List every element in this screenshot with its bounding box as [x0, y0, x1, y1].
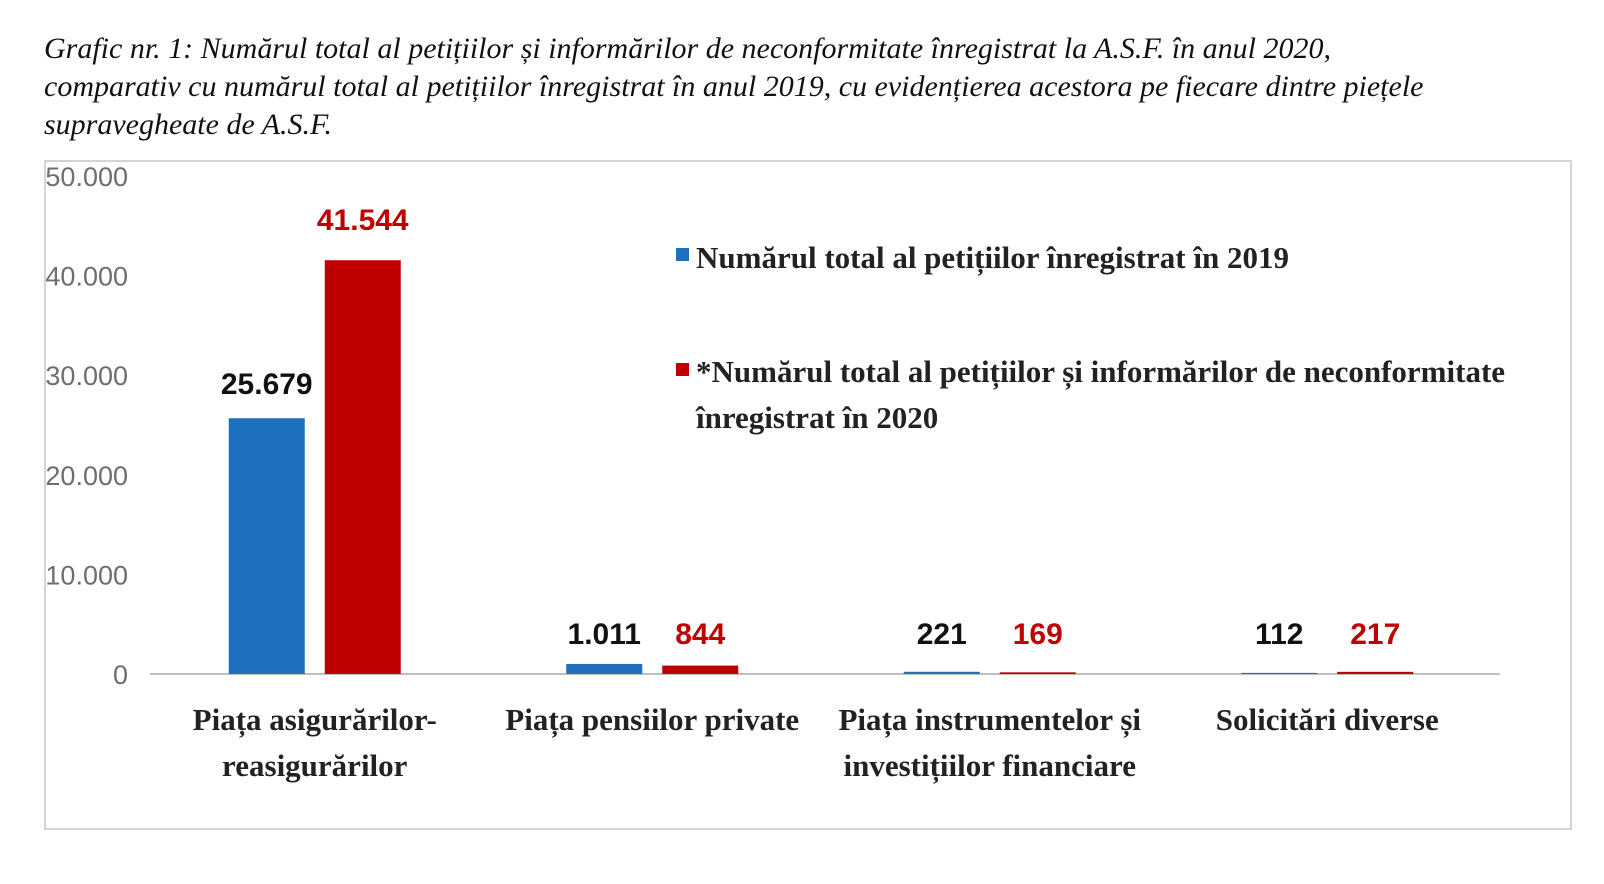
category-label: Piața instrumentelor și: [838, 702, 1141, 738]
category-label: investițiilor financiare: [844, 748, 1136, 784]
bar-2020: [999, 672, 1076, 674]
bar-2019: [1241, 672, 1318, 674]
bar-2020: [1337, 671, 1414, 674]
legend-label-2019: Numărul total al petițiilor înregistrat …: [696, 240, 1289, 276]
data-label-2019: 1.011: [568, 618, 641, 651]
bar-2020: [324, 260, 401, 674]
data-label-2020: 217: [1350, 618, 1400, 651]
category-label: Piața pensiilor private: [505, 702, 799, 738]
category-label: reasigurărilor: [222, 748, 408, 783]
bar-2019: [903, 671, 980, 674]
legend-swatch-2019: [676, 248, 689, 261]
category-label: Piața asigurărilor-: [193, 702, 437, 738]
bar-2019: [566, 663, 643, 674]
figure-caption: Grafic nr. 1: Numărul total al petițiilo…: [44, 30, 1564, 144]
y-tick-label: 20.000: [45, 461, 128, 491]
y-tick-label: 50.000: [45, 162, 128, 192]
data-label-2020: 169: [1013, 618, 1063, 651]
data-label-2019: 221: [917, 618, 967, 651]
caption-line-1: Grafic nr. 1: Numărul total al petițiilo…: [44, 32, 1331, 65]
legend-swatch-2020: [676, 363, 689, 376]
data-label-2020: 844: [675, 618, 725, 651]
category-label: Solicitări diverse: [1216, 702, 1439, 737]
data-label-2019: 112: [1255, 618, 1303, 651]
data-label-2019: 25.679: [221, 368, 313, 401]
caption-line-3: supravegheate de A.S.F.: [44, 108, 333, 141]
data-label-2020: 41.544: [317, 204, 409, 237]
caption-line-2: comparativ cu numărul total al petițiilo…: [44, 70, 1424, 103]
y-tick-label: 40.000: [45, 262, 128, 292]
legend-label-2020: înregistrat în 2020: [695, 400, 938, 435]
legend-label-2020: *Numărul total al petițiilor și informăr…: [696, 354, 1505, 390]
y-tick-label: 0: [113, 660, 128, 690]
y-tick-label: 30.000: [45, 361, 128, 391]
bar-2020: [662, 665, 739, 674]
y-tick-label: 10.000: [45, 560, 128, 590]
bar-2019: [228, 418, 305, 674]
